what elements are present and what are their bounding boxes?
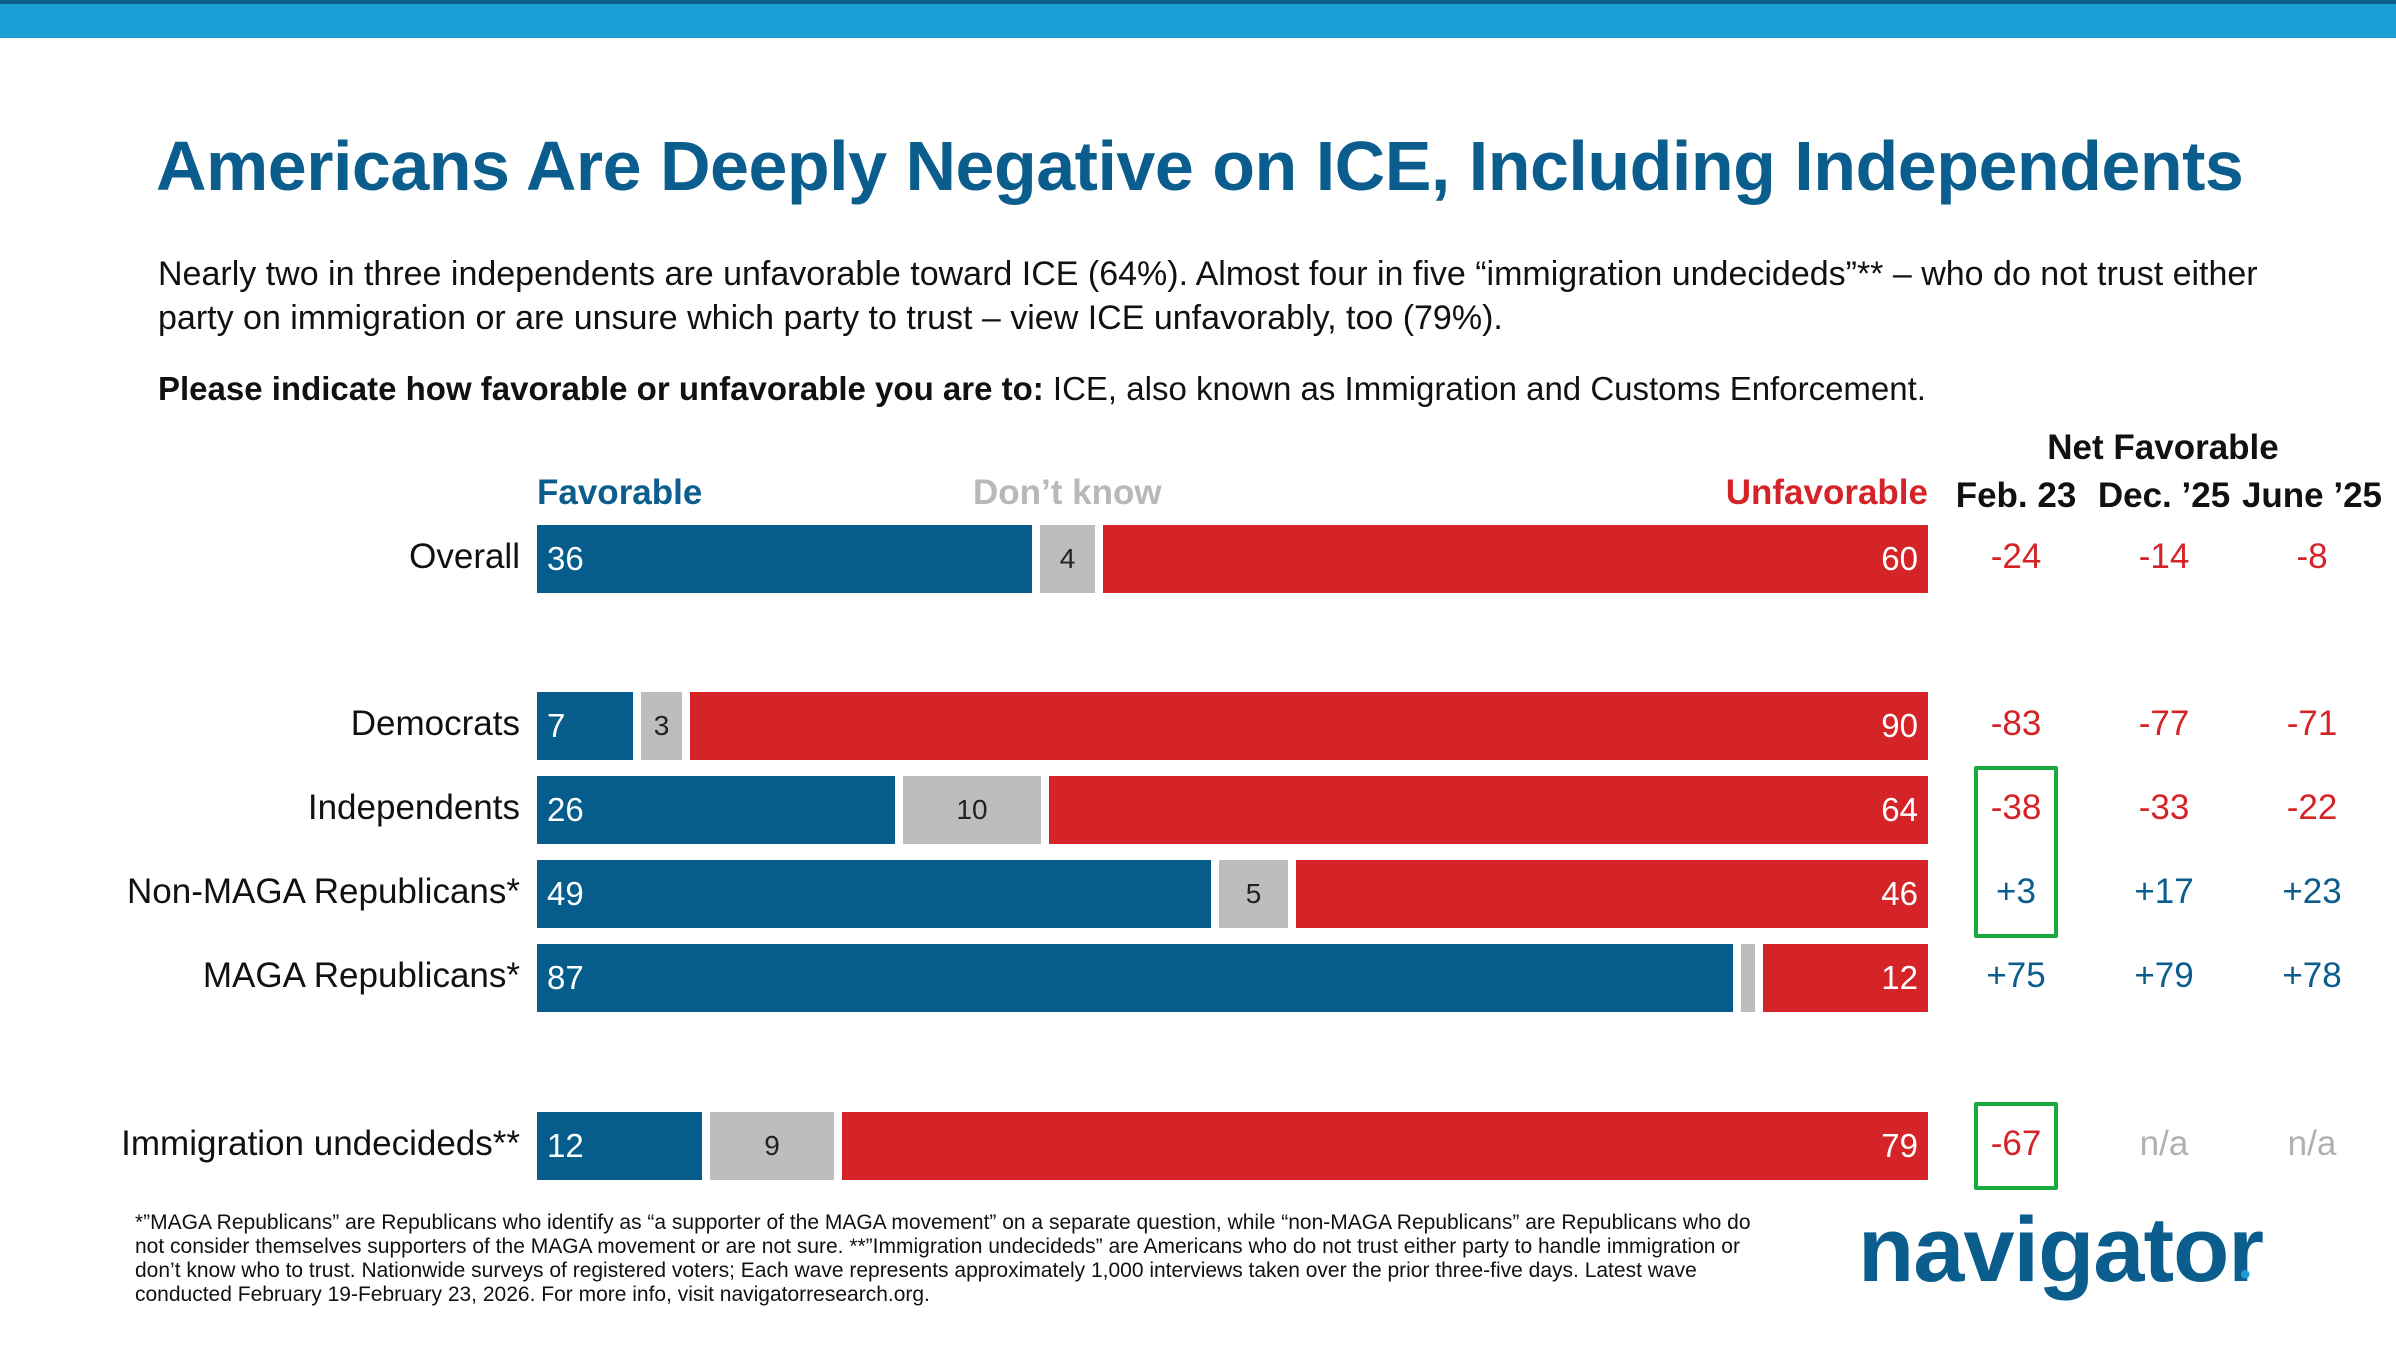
net-value-maga-republicans-0: +75 bbox=[1986, 956, 2046, 995]
net-value-overall-2: -8 bbox=[2296, 537, 2328, 576]
net-value-maga-republicans-1: +79 bbox=[2134, 956, 2194, 995]
row-label-independents: Independents bbox=[307, 788, 520, 827]
top-accent-bar bbox=[0, 0, 2396, 38]
net-value-non-maga-republicans-0: +3 bbox=[1996, 872, 2036, 911]
net-value-democrats-0: -83 bbox=[1990, 704, 2042, 743]
net-value-independents-1: -33 bbox=[2138, 788, 2190, 827]
net-value-democrats-2: -71 bbox=[2286, 704, 2338, 743]
net-value-immigration-undecideds-1: n/a bbox=[2139, 1124, 2189, 1163]
net-column-dec: Dec. ’25 bbox=[2097, 476, 2231, 515]
bar-favorable-independents: 26 bbox=[537, 776, 895, 844]
legend-unfavorable: Unfavorable bbox=[1725, 473, 1928, 512]
net-value-overall-1: -14 bbox=[2138, 537, 2190, 576]
net-value-independents-0: -38 bbox=[1990, 788, 2042, 827]
row-label-overall: Overall bbox=[409, 537, 520, 576]
survey-question: Please indicate how favorable or unfavor… bbox=[158, 370, 1926, 408]
bar-unfavorable-maga-republicans: 12 bbox=[1763, 944, 1928, 1012]
bar-dont-know-independents: 10 bbox=[903, 776, 1041, 844]
bar-unfavorable-democrats: 90 bbox=[690, 692, 1928, 760]
page-title: Americans Are Deeply Negative on ICE, In… bbox=[156, 127, 2244, 205]
highlight-box-independents bbox=[1974, 766, 2058, 938]
net-favorable-title: Net Favorable bbox=[2047, 428, 2279, 467]
row-label-non-maga-republicans: Non-MAGA Republicans* bbox=[127, 872, 520, 911]
bar-unfavorable-non-maga-republicans: 46 bbox=[1296, 860, 1928, 928]
net-column-feb: Feb. 23 bbox=[1955, 476, 2077, 515]
bar-favorable-maga-republicans: 87 bbox=[537, 944, 1733, 1012]
footnote: *”MAGA Republicans” are Republicans who … bbox=[135, 1211, 1751, 1306]
question-subject: ICE, also known as Immigration and Custo… bbox=[1043, 370, 1926, 407]
bar-favorable-non-maga-republicans: 49 bbox=[537, 860, 1211, 928]
bar-favorable-immigration-undecideds: 12 bbox=[537, 1112, 702, 1180]
net-value-immigration-undecideds-2: n/a bbox=[2287, 1124, 2337, 1163]
bar-unfavorable-immigration-undecideds: 79 bbox=[842, 1112, 1928, 1180]
logo-dot: • bbox=[2240, 1258, 2251, 1291]
bar-favorable-overall: 36 bbox=[537, 525, 1032, 593]
bar-dont-know-democrats: 3 bbox=[641, 692, 682, 760]
legend-favorable: Favorable bbox=[537, 473, 703, 512]
bar-favorable-democrats: 7 bbox=[537, 692, 633, 760]
bar-dont-know-maga-republicans bbox=[1741, 944, 1755, 1012]
navigator-logo: navigator bbox=[1858, 1199, 2264, 1301]
highlight-box-immigration-undecideds bbox=[1974, 1102, 2058, 1190]
net-value-democrats-1: -77 bbox=[2138, 704, 2190, 743]
net-value-maga-republicans-2: +78 bbox=[2282, 956, 2342, 995]
net-column-june: June ’25 bbox=[2241, 476, 2383, 515]
net-value-immigration-undecideds-0: -67 bbox=[1990, 1124, 2042, 1163]
net-value-overall-0: -24 bbox=[1990, 537, 2042, 576]
net-value-independents-2: -22 bbox=[2286, 788, 2338, 827]
bar-dont-know-overall: 4 bbox=[1040, 525, 1095, 593]
bar-dont-know-non-maga-republicans: 5 bbox=[1219, 860, 1288, 928]
net-value-non-maga-republicans-1: +17 bbox=[2134, 872, 2194, 911]
question-prompt: Please indicate how favorable or unfavor… bbox=[158, 370, 1044, 407]
bar-dont-know-immigration-undecideds: 9 bbox=[710, 1112, 834, 1180]
bar-unfavorable-overall: 60 bbox=[1103, 525, 1928, 593]
row-label-maga-republicans: MAGA Republicans* bbox=[202, 956, 520, 995]
legend-dont-know: Don’t know bbox=[973, 473, 1162, 512]
row-label-democrats: Democrats bbox=[350, 704, 520, 743]
subtitle: Nearly two in three independents are unf… bbox=[158, 255, 2258, 337]
net-value-non-maga-republicans-2: +23 bbox=[2282, 872, 2342, 911]
row-label-immigration-undecideds: Immigration undecideds** bbox=[121, 1124, 520, 1163]
bar-unfavorable-independents: 64 bbox=[1049, 776, 1928, 844]
